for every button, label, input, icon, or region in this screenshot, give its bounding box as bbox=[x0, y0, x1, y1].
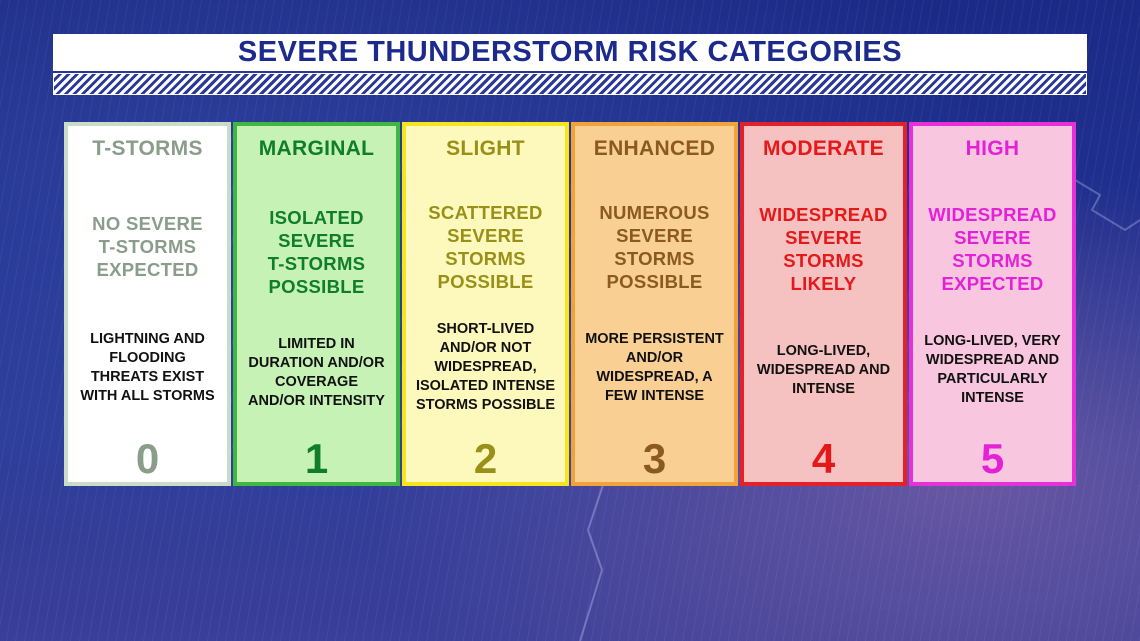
risk-line: EXPECTED bbox=[941, 273, 1044, 294]
description-line: MORE PERSISTENT bbox=[585, 331, 724, 347]
risk-description: LIMITED IN DURATION AND/OR COVERAGE AND/… bbox=[239, 335, 394, 411]
risk-line: WIDESPREAD bbox=[928, 204, 1057, 225]
description-line: COVERAGE bbox=[275, 374, 358, 390]
risk-description: LONG-LIVED, WIDESPREAD AND INTENSE bbox=[746, 342, 901, 399]
risk-line: SEVERE bbox=[785, 227, 862, 248]
description-line: WIDESPREAD AND bbox=[756, 362, 891, 378]
description-line: FLOODING bbox=[109, 350, 186, 366]
title-banner: SEVERE THUNDERSTORM RISK CATEGORIES bbox=[53, 34, 1087, 71]
description-line: PARTICULARLY bbox=[937, 371, 1048, 387]
description-line: INTENSE bbox=[792, 381, 855, 397]
risk-summary: WIDESPREAD SEVERE STORMS LIKELY bbox=[744, 203, 903, 295]
risk-line: SEVERE bbox=[278, 230, 355, 251]
risk-category-cards: T-STORMS NO SEVERE T-STORMS EXPECTED LIG… bbox=[64, 122, 1076, 486]
risk-line: STORMS bbox=[614, 248, 695, 269]
risk-description: SHORT-LIVED AND/OR NOT WIDESPREAD, ISOLA… bbox=[408, 320, 563, 415]
risk-line: SEVERE bbox=[954, 227, 1031, 248]
risk-card-t-storms: T-STORMS NO SEVERE T-STORMS EXPECTED LIG… bbox=[64, 122, 231, 486]
risk-description: LIGHTNING AND FLOODING THREATS EXIST WIT… bbox=[70, 330, 225, 406]
description-line: STORMS POSSIBLE bbox=[415, 397, 556, 413]
category-name: MARGINAL bbox=[258, 137, 375, 160]
description-line: LONG-LIVED, VERY bbox=[924, 333, 1061, 349]
risk-line: STORMS bbox=[783, 250, 864, 271]
risk-line: ISOLATED bbox=[269, 207, 364, 228]
risk-level-number: 5 bbox=[980, 435, 1005, 482]
description-line: INTENSE bbox=[961, 390, 1024, 406]
risk-line: SEVERE bbox=[616, 225, 693, 246]
description-line: FEW INTENSE bbox=[604, 388, 705, 404]
page-title: SEVERE THUNDERSTORM RISK CATEGORIES bbox=[237, 36, 903, 68]
category-name: T-STORMS bbox=[92, 137, 203, 160]
title-stripe-divider bbox=[53, 73, 1087, 95]
description-line: AND/OR NOT bbox=[439, 340, 532, 356]
risk-summary: NUMEROUS SEVERE STORMS POSSIBLE bbox=[575, 201, 734, 293]
description-line: THREATS EXIST bbox=[90, 369, 205, 385]
category-name: MODERATE bbox=[762, 137, 884, 160]
risk-line: EXPECTED bbox=[96, 259, 199, 280]
risk-level-number: 4 bbox=[811, 435, 836, 482]
lightning-bolt-graphic-right bbox=[1074, 179, 1140, 232]
risk-line: NUMEROUS bbox=[599, 202, 710, 223]
risk-line: T-STORMS bbox=[98, 236, 197, 257]
description-line: WIDESPREAD AND bbox=[925, 352, 1060, 368]
risk-card-moderate: MODERATE WIDESPREAD SEVERE STORMS LIKELY… bbox=[740, 122, 907, 486]
risk-card-slight: SLIGHT SCATTERED SEVERE STORMS POSSIBLE … bbox=[402, 122, 569, 486]
description-line: LIGHTNING AND bbox=[90, 331, 205, 347]
description-line: WIDESPREAD, bbox=[434, 359, 537, 375]
risk-description: LONG-LIVED, VERY WIDESPREAD AND PARTICUL… bbox=[915, 332, 1070, 408]
description-line: SHORT-LIVED bbox=[436, 321, 535, 337]
description-line: DURATION AND/OR bbox=[248, 355, 385, 371]
risk-summary: NO SEVERE T-STORMS EXPECTED bbox=[68, 212, 227, 281]
risk-line: STORMS bbox=[952, 250, 1033, 271]
risk-line: SEVERE bbox=[447, 225, 524, 246]
description-line: WIDESPREAD, A bbox=[596, 369, 713, 385]
risk-description: MORE PERSISTENT AND/OR WIDESPREAD, A FEW… bbox=[577, 330, 732, 406]
risk-level-number: 2 bbox=[473, 435, 498, 482]
description-line: AND/OR INTENSITY bbox=[248, 393, 385, 409]
risk-card-enhanced: ENHANCED NUMEROUS SEVERE STORMS POSSIBLE… bbox=[571, 122, 738, 486]
category-name: ENHANCED bbox=[593, 137, 716, 160]
risk-level-number: 1 bbox=[304, 435, 329, 482]
description-line: LIMITED IN bbox=[278, 336, 355, 352]
category-name: SLIGHT bbox=[446, 137, 525, 160]
risk-level-number: 0 bbox=[135, 435, 160, 482]
risk-level-number: 3 bbox=[642, 435, 667, 482]
risk-line: POSSIBLE bbox=[268, 276, 365, 297]
description-line: LONG-LIVED, bbox=[776, 343, 871, 359]
risk-summary: ISOLATED SEVERE T-STORMS POSSIBLE bbox=[237, 206, 396, 298]
risk-line: NO SEVERE bbox=[92, 213, 203, 234]
risk-card-marginal: MARGINAL ISOLATED SEVERE T-STORMS POSSIB… bbox=[233, 122, 400, 486]
description-line: ISOLATED INTENSE bbox=[415, 378, 556, 394]
risk-line: POSSIBLE bbox=[437, 271, 534, 292]
risk-summary: SCATTERED SEVERE STORMS POSSIBLE bbox=[406, 201, 565, 293]
category-name: HIGH bbox=[965, 137, 1020, 160]
risk-summary: WIDESPREAD SEVERE STORMS EXPECTED bbox=[913, 203, 1072, 295]
risk-line: POSSIBLE bbox=[606, 271, 703, 292]
risk-line: LIKELY bbox=[790, 273, 857, 294]
description-line: WITH ALL STORMS bbox=[80, 388, 215, 404]
description-line: AND/OR bbox=[625, 350, 684, 366]
risk-line: WIDESPREAD bbox=[759, 204, 888, 225]
risk-card-high: HIGH WIDESPREAD SEVERE STORMS EXPECTED L… bbox=[909, 122, 1076, 486]
risk-line: STORMS bbox=[445, 248, 526, 269]
risk-line: T-STORMS bbox=[267, 253, 366, 274]
risk-line: SCATTERED bbox=[428, 202, 543, 223]
